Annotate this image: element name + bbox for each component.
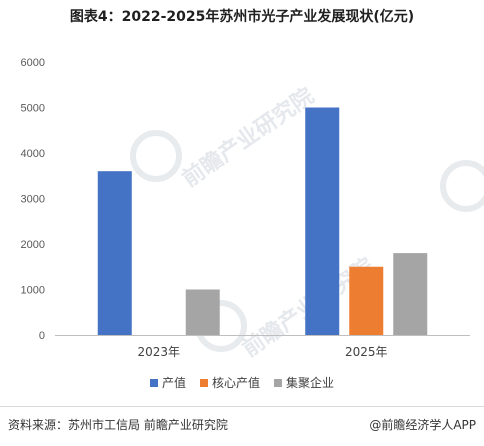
footer-divider [0,406,484,407]
brand-label: @前瞻经济学人APP [369,418,476,432]
legend-label-core-output: 核心产值 [211,376,260,390]
legend-swatch-core-output [199,378,208,387]
x-category-label: 2023年 [137,345,180,359]
bar [349,266,384,335]
chart-title: 图表4：2022-2025年苏州市光子产业发展现状(亿元) [69,9,415,25]
bar [305,107,340,335]
source-note: 资料来源：苏州市工信局 前瞻产业研究院 [8,418,228,432]
legend-label-output: 产值 [161,376,186,390]
bar [393,253,428,335]
legend-swatch-clustered-enterprises [274,378,282,387]
y-tick-label: 2000 [21,239,45,251]
bar-chart: 0 1000 2000 3000 4000 5000 6000 2023年 2025年 [21,57,470,359]
legend-swatch-output [149,378,158,387]
bar [97,171,132,335]
y-tick-label: 3000 [21,194,45,206]
y-tick-label: 5000 [21,103,45,115]
y-tick-label: 6000 [21,57,45,69]
legend-label-clustered-enterprises: 集聚企业 [286,376,335,390]
legend-item-clustered-enterprises: 集聚企业 [274,374,334,391]
footer: 资料来源：苏州市工信局 前瞻产业研究院 @前瞻经济学人APP [8,416,476,433]
y-tick-label: 4000 [21,148,45,160]
legend-item-core-output: 核心产值 [199,374,260,391]
y-tick-label: 1000 [21,285,45,297]
legend-item-output: 产值 [149,374,186,391]
y-tick-label: 0 [39,330,45,342]
bar [185,289,220,335]
x-category-label: 2025年 [345,345,388,359]
chart-legend: 产值 核心产值 集聚企业 [0,374,484,391]
